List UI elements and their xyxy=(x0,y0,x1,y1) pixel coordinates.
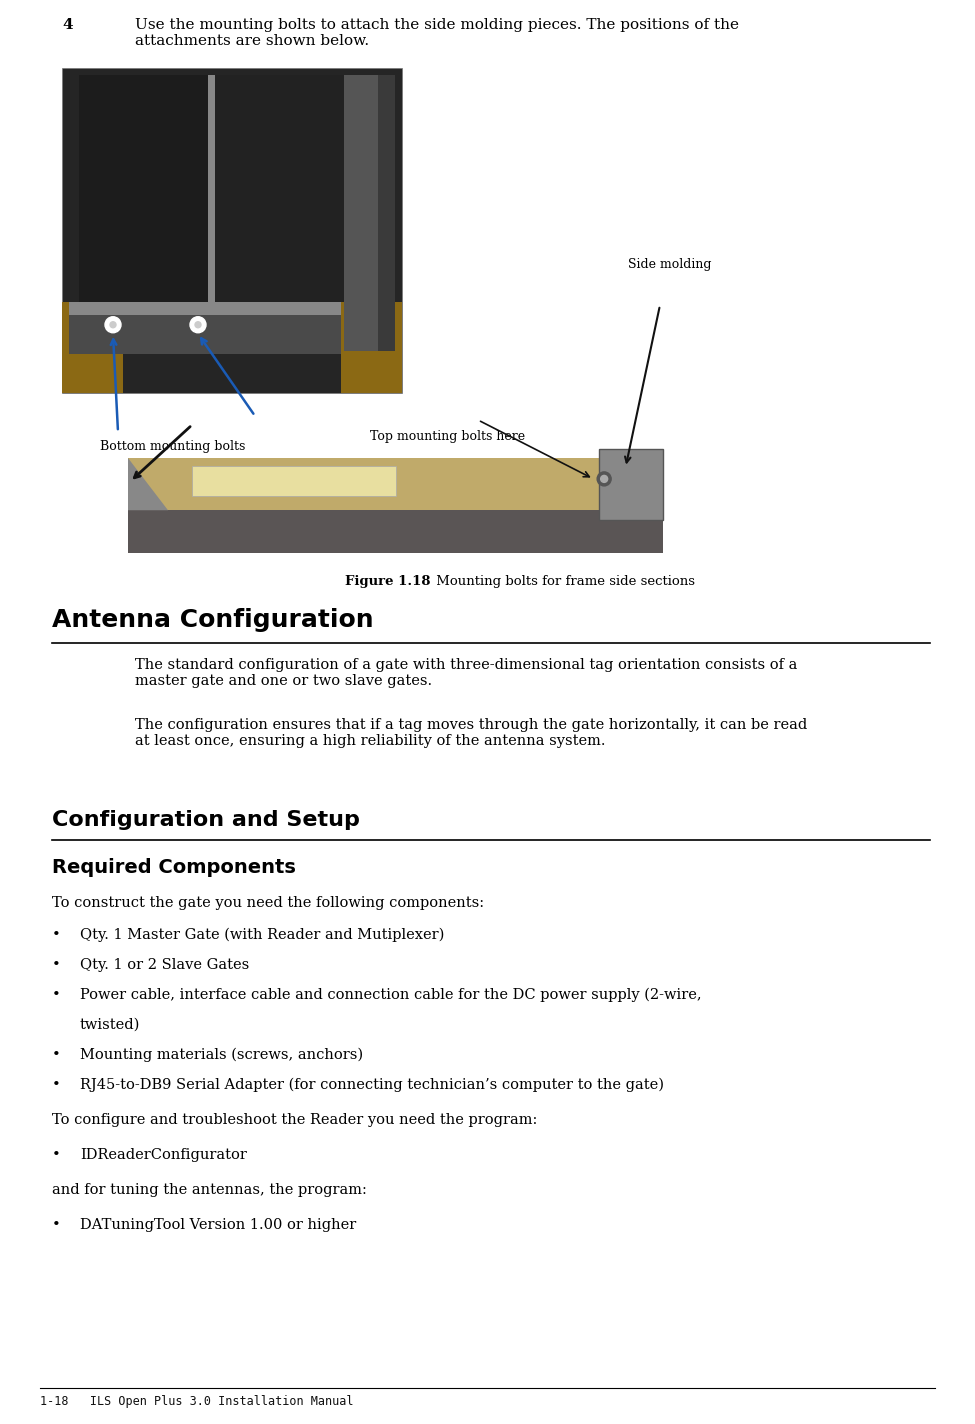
Text: •: • xyxy=(52,928,60,943)
Bar xyxy=(209,74,215,302)
Text: and for tuning the antennas, the program:: and for tuning the antennas, the program… xyxy=(52,1183,367,1198)
Text: Mounting bolts for frame side sections: Mounting bolts for frame side sections xyxy=(432,575,695,588)
Text: The standard configuration of a gate with three-dimensional tag orientation cons: The standard configuration of a gate wit… xyxy=(135,658,798,688)
Bar xyxy=(69,302,341,355)
Text: Mounting materials (screws, anchors): Mounting materials (screws, anchors) xyxy=(80,1048,363,1062)
Bar xyxy=(128,510,663,553)
Text: •: • xyxy=(52,1148,60,1162)
Text: •: • xyxy=(52,1218,60,1232)
Circle shape xyxy=(110,322,116,328)
Circle shape xyxy=(597,471,611,486)
Text: 1-18   ILS Open Plus 3.0 Installation Manual: 1-18 ILS Open Plus 3.0 Installation Manu… xyxy=(40,1396,354,1408)
Text: The configuration ensures that if a tag moves through the gate horizontally, it : The configuration ensures that if a tag … xyxy=(135,718,807,748)
Bar xyxy=(62,302,123,393)
Bar xyxy=(79,74,209,302)
Text: Required Components: Required Components xyxy=(52,859,295,877)
Text: 4: 4 xyxy=(62,19,72,31)
Text: •: • xyxy=(52,1048,60,1062)
Text: Qty. 1 or 2 Slave Gates: Qty. 1 or 2 Slave Gates xyxy=(80,958,250,973)
Text: Use the mounting bolts to attach the side molding pieces. The positions of the
a: Use the mounting bolts to attach the sid… xyxy=(135,19,739,48)
Circle shape xyxy=(190,316,206,333)
Bar xyxy=(344,74,378,350)
Bar xyxy=(62,68,402,393)
Bar xyxy=(128,459,663,510)
Text: twisted): twisted) xyxy=(80,1018,140,1032)
Text: Bottom mounting bolts: Bottom mounting bolts xyxy=(100,440,246,453)
Text: Figure 1.18: Figure 1.18 xyxy=(345,575,431,588)
Bar xyxy=(192,466,396,496)
Text: RJ45-to-DB9 Serial Adapter (for connecting technician’s computer to the gate): RJ45-to-DB9 Serial Adapter (for connecti… xyxy=(80,1078,664,1092)
Circle shape xyxy=(601,476,607,483)
Text: Power cable, interface cable and connection cable for the DC power supply (2-wir: Power cable, interface cable and connect… xyxy=(80,988,702,1002)
Text: Top mounting bolts here: Top mounting bolts here xyxy=(370,430,526,443)
Bar xyxy=(69,302,341,315)
Text: •: • xyxy=(52,988,60,1002)
Circle shape xyxy=(195,322,201,328)
Bar xyxy=(599,449,663,520)
Bar xyxy=(599,449,663,520)
Circle shape xyxy=(105,316,121,333)
Text: Configuration and Setup: Configuration and Setup xyxy=(52,810,360,830)
Text: Qty. 1 Master Gate (with Reader and Mutiplexer): Qty. 1 Master Gate (with Reader and Muti… xyxy=(80,928,445,943)
Text: •: • xyxy=(52,1078,60,1092)
Polygon shape xyxy=(128,459,168,510)
Text: •: • xyxy=(52,958,60,973)
Bar xyxy=(341,302,402,393)
Bar xyxy=(215,74,344,302)
Text: To construct the gate you need the following components:: To construct the gate you need the follo… xyxy=(52,896,485,910)
Text: Side molding: Side molding xyxy=(628,258,712,271)
Bar xyxy=(378,74,395,350)
Text: Antenna Configuration: Antenna Configuration xyxy=(52,608,373,632)
Text: DATuningTool Version 1.00 or higher: DATuningTool Version 1.00 or higher xyxy=(80,1218,356,1232)
Text: To configure and troubleshoot the Reader you need the program:: To configure and troubleshoot the Reader… xyxy=(52,1114,537,1126)
Text: IDReaderConfigurator: IDReaderConfigurator xyxy=(80,1148,247,1162)
